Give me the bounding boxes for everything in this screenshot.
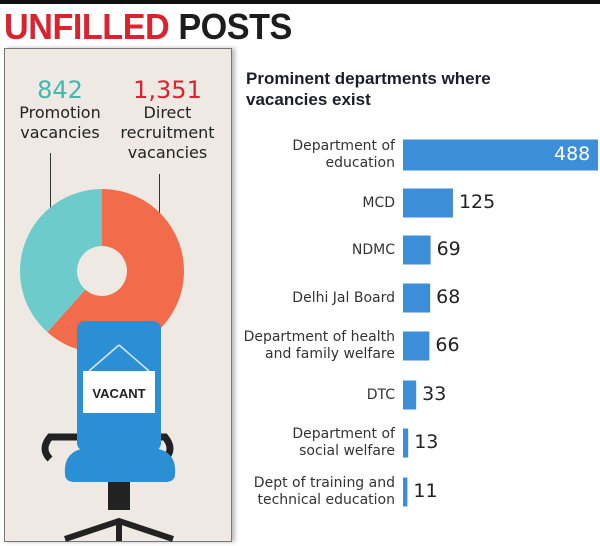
direct-leader xyxy=(159,174,160,249)
promotion-stat: 842 Promotion vacancies xyxy=(15,77,105,143)
category-label: Department of health and family welfare xyxy=(244,329,395,363)
category-label-line: Department of xyxy=(292,138,395,154)
category-label-line: DTC xyxy=(366,386,395,403)
chart-title: Prominent departments where vacancies ex… xyxy=(246,69,491,109)
category-label: MCD xyxy=(362,195,395,212)
value-label: 68 xyxy=(436,286,461,308)
title-dark: POSTS xyxy=(178,6,292,47)
value-label: 13 xyxy=(414,431,439,453)
bar-1 xyxy=(403,188,453,218)
donut-panel: 842 Promotion vacancies 1,351 Direct recru… xyxy=(4,48,232,542)
category-label-line: MCD xyxy=(362,194,395,211)
value-label: 488 xyxy=(554,143,591,165)
vacant-sign-text: VACANT xyxy=(92,386,145,401)
category-label-line: and family welfare xyxy=(265,346,395,362)
donut-chart: VACANT xyxy=(19,189,184,542)
value-label: 125 xyxy=(458,191,496,213)
direct-value: 1,351 xyxy=(133,76,202,104)
category-label: DTC xyxy=(367,387,395,404)
bar-7 xyxy=(403,477,408,507)
category-label: NDMC xyxy=(352,242,395,259)
title-red: UNFILLED xyxy=(4,6,170,47)
category-label: Department of education xyxy=(292,138,395,172)
category-label-line: Department of xyxy=(292,426,395,442)
vacant-chair-icon: VACANT xyxy=(41,321,176,542)
bar-5 xyxy=(403,380,417,410)
vacant-sign xyxy=(83,371,155,413)
bar-6 xyxy=(403,428,409,458)
category-label-line: education xyxy=(325,155,395,171)
category-label: Dept of training and technical education xyxy=(254,475,395,509)
bar-3 xyxy=(403,283,431,313)
value-label: 33 xyxy=(422,383,447,405)
promotion-value: 842 xyxy=(37,76,83,104)
donut-slice-direct xyxy=(47,189,184,353)
category-label-line: NDMC xyxy=(351,241,395,258)
value-label: 66 xyxy=(435,334,460,356)
category-label-line: Dept of training and xyxy=(253,475,395,491)
value-label: 11 xyxy=(413,480,438,502)
bar-2 xyxy=(403,235,431,265)
category-label: Delhi Jal Board xyxy=(292,290,395,307)
promotion-label: Promotion vacancies xyxy=(19,103,101,142)
page-title: UNFILLED POSTS xyxy=(4,6,292,48)
value-label: 69 xyxy=(436,238,461,260)
direct-label: Direct recruitment vacancies xyxy=(120,103,215,162)
donut-slice-promotion xyxy=(19,189,103,333)
promotion-leader xyxy=(50,153,51,249)
direct-stat: 1,351 Direct recruitment vacancies xyxy=(115,77,220,163)
category-label-line: Department of health xyxy=(243,329,395,345)
bar-0 xyxy=(403,139,598,171)
category-label-line: social welfare xyxy=(299,443,395,459)
top-rule xyxy=(0,0,600,4)
bar-4 xyxy=(403,331,430,361)
category-label-line: technical education xyxy=(257,492,395,508)
category-label-line: Delhi Jal Board xyxy=(292,289,395,306)
category-label: Department of social welfare xyxy=(292,426,395,460)
